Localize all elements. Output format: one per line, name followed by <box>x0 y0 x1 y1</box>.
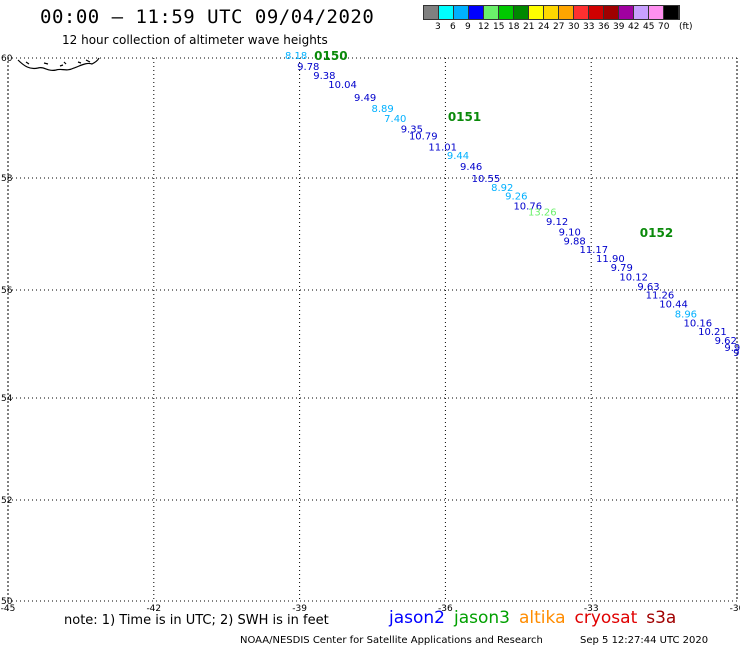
longitude-tick-label: -42 <box>146 604 161 614</box>
wave-height-value: 10.79 <box>409 132 438 143</box>
wave-height-value: 11.17 <box>580 245 609 256</box>
legend-swatch <box>424 6 439 19</box>
wave-height-value: 10.21 <box>698 327 727 338</box>
chart-subtitle: 12 hour collection of altimeter wave hei… <box>62 33 328 47</box>
legend-tick-label: 45 <box>643 22 655 32</box>
legend-swatch <box>559 6 574 19</box>
pass-number-label: 0152 <box>640 226 673 240</box>
satellite-legend-item: jason2 <box>389 608 445 628</box>
satellite-legend-item: altika <box>519 608 566 628</box>
satellite-legend-item: cryosat <box>574 608 638 628</box>
wave-height-value: 8.89 <box>372 104 394 115</box>
wave-height-value: 10.12 <box>619 272 648 283</box>
wave-height-value: 9.44 <box>447 151 469 162</box>
legend-swatch <box>454 6 469 19</box>
legend-swatch <box>634 6 649 19</box>
legend-unit-label: (ft) <box>679 22 693 32</box>
legend-tick-label: 33 <box>583 22 595 32</box>
wave-height-value: 9.49 <box>354 93 376 104</box>
legend-swatch <box>484 6 499 19</box>
wave-height-value: 9.46 <box>460 162 482 173</box>
wave-height-value: 9.9 <box>724 343 740 354</box>
wave-height-value: 11.01 <box>428 142 457 153</box>
legend-swatch <box>499 6 514 19</box>
credit-text: NOAA/NESDIS Center for Satellite Applica… <box>240 635 543 646</box>
latitude-tick-label: 56 <box>1 286 13 296</box>
legend-tick-label: 27 <box>553 22 565 32</box>
wave-height-value: 7.40 <box>384 114 406 125</box>
wave-height-value: 11.90 <box>596 254 625 265</box>
legend-tick-label: 15 <box>493 22 505 32</box>
latitude-tick-label: 58 <box>1 174 13 184</box>
legend-tick-label: 6 <box>450 22 456 32</box>
legend-tick-labels: 3 6 9 12 15 18 21 24 27 30 33 36 39 42 45 70 (ft) <box>423 20 693 34</box>
wave-height-value: 10.44 <box>659 299 688 310</box>
wave-height-value: 10.55 <box>472 174 501 185</box>
wave-height-color-legend: 3 6 9 12 15 18 21 24 27 30 33 36 39 42 45 70 (ft) <box>423 5 693 34</box>
legend-swatch <box>664 6 679 19</box>
legend-swatch <box>574 6 589 19</box>
latitude-tick-label: 50 <box>1 597 13 607</box>
latitude-tick-label: 52 <box>1 496 12 506</box>
legend-swatch <box>469 6 484 19</box>
legend-swatch <box>514 6 529 19</box>
pass-number-label: 0151 <box>448 110 481 124</box>
wave-height-value: 9.12 <box>546 217 568 228</box>
wave-height-value: 9.79 <box>611 263 633 274</box>
legend-tick-label: 18 <box>508 22 520 32</box>
legend-swatch <box>649 6 664 19</box>
wave-height-value: 8.92 <box>491 183 513 194</box>
satellite-legend-item: s3a <box>646 608 677 628</box>
legend-swatch <box>439 6 454 19</box>
legend-tick-label: 12 <box>478 22 490 32</box>
wave-height-value: 9.35 <box>401 124 423 135</box>
wave-height-value: 11.26 <box>646 291 675 302</box>
longitude-tick-label: -45 <box>1 604 16 614</box>
wave-height-value: 10.16 <box>684 319 713 330</box>
legend-tick-label: 42 <box>628 22 640 32</box>
legend-swatch <box>544 6 559 19</box>
wave-height-value: 9.9 <box>733 348 740 359</box>
wave-height-value: 8.18 <box>285 51 307 62</box>
legend-tick-label: 3 <box>435 22 441 32</box>
latitude-tick-label: 60 <box>1 54 13 64</box>
legend-tick-label: 39 <box>613 22 625 32</box>
wave-height-value: 9.38 <box>313 71 335 82</box>
legend-tick-label: 30 <box>568 22 580 32</box>
legend-tick-label: 70 <box>658 22 670 32</box>
legend-tick-label: 24 <box>538 22 550 32</box>
footer-note: note: 1) Time is in UTC; 2) SWH is in fe… <box>64 613 329 628</box>
wave-height-value: 13.26 <box>528 208 557 219</box>
wave-height-value: 9.62 <box>715 336 737 347</box>
map-frame <box>7 57 738 602</box>
satellite-legend-item: jason3 <box>454 608 510 628</box>
wave-height-value: 9.88 <box>563 237 585 248</box>
wave-height-value: 8.96 <box>675 310 697 321</box>
longitude-tick-label: -33 <box>584 604 599 614</box>
chart-title: 00:00 – 11:59 UTC 09/04/2020 <box>40 6 375 28</box>
wave-height-value: 10.04 <box>328 80 357 91</box>
legend-tick-label: 36 <box>598 22 610 32</box>
wave-height-value: 10.76 <box>513 201 542 212</box>
wave-height-value: 9.78 <box>297 62 319 73</box>
legend-tick-label: 9 <box>465 22 471 32</box>
latitude-tick-label: 54 <box>1 394 13 404</box>
legend-swatch <box>589 6 604 19</box>
wave-height-value: 9.26 <box>505 191 527 202</box>
longitude-tick-label: -30 <box>730 604 740 614</box>
pass-number-label: 0150 <box>314 49 347 63</box>
wave-height-value: 9.10 <box>559 228 581 239</box>
legend-swatch <box>604 6 619 19</box>
legend-tick-label: 21 <box>523 22 535 32</box>
wave-height-value: 9.63 <box>637 282 659 293</box>
legend-swatch <box>529 6 544 19</box>
longitude-tick-label: -36 <box>438 604 453 614</box>
generation-timestamp: Sep 5 12:27:44 UTC 2020 <box>580 635 709 646</box>
coastline <box>17 57 100 72</box>
longitude-tick-label: -39 <box>292 604 307 614</box>
satellite-legend: jason2 jason3 altika cryosat s3a <box>389 608 685 628</box>
legend-swatch <box>619 6 634 19</box>
legend-swatches <box>423 5 680 20</box>
